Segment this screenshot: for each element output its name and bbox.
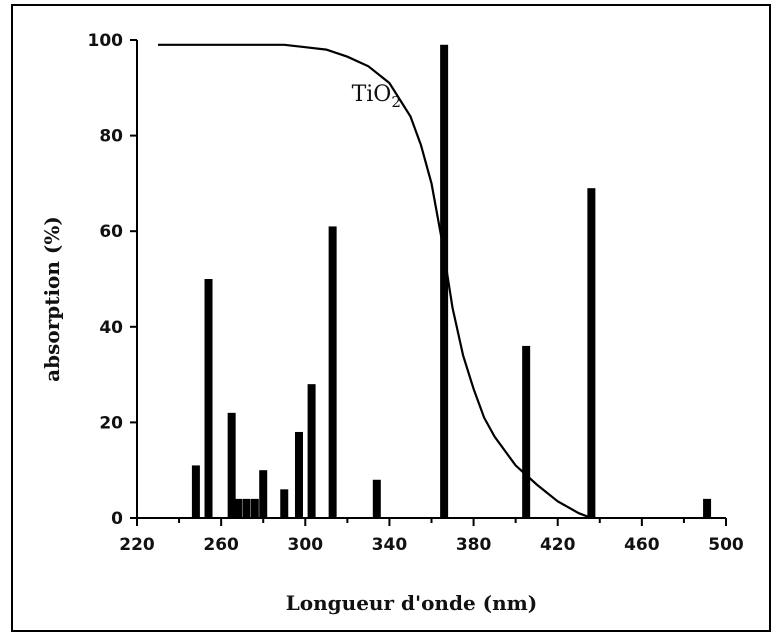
bar [307, 384, 316, 518]
y-tick-label: 80 [99, 127, 123, 147]
x-tick-label: 300 [288, 535, 324, 555]
curve-label: TiO2 [352, 82, 401, 111]
bar [280, 489, 289, 518]
y-tick-label: 0 [111, 509, 123, 529]
x-tick-label: 220 [119, 535, 155, 555]
axes [136, 40, 726, 519]
y-tick-label: 60 [99, 222, 123, 242]
x-tick-label: 460 [624, 535, 660, 555]
bars [191, 44, 712, 519]
bar [294, 431, 303, 518]
bar [250, 498, 259, 518]
ticks: 0 20 40 60 80 100 220 260 300 340 380 420 460 500 [88, 31, 744, 555]
curve-label-subscript: 2 [391, 93, 401, 111]
bar [440, 44, 449, 518]
bar [328, 226, 337, 519]
y-tick-label: 40 [99, 318, 123, 338]
bar [372, 479, 381, 518]
curve-label-main: TiO [352, 82, 392, 107]
bar [227, 412, 236, 518]
bar [242, 498, 251, 518]
x-axis-title: Longueur d'onde (nm) [286, 591, 538, 615]
x-tick-label: 380 [456, 535, 492, 555]
x-tick-label: 500 [708, 535, 744, 555]
bar [204, 279, 213, 518]
bar [703, 498, 712, 518]
tio2-absorption-curve [158, 43, 592, 520]
y-tick-label: 100 [88, 31, 124, 51]
bar [259, 470, 268, 518]
bar [233, 498, 242, 518]
absorption-chart: 0 20 40 60 80 100 220 260 300 340 380 420 460 500 TiO… [40, 31, 744, 615]
bar [522, 345, 531, 518]
y-tick-label: 20 [99, 413, 123, 433]
y-axis-title: absorption (%) [40, 216, 64, 382]
x-tick-label: 260 [203, 535, 239, 555]
x-tick-label: 420 [540, 535, 576, 555]
x-tick-label: 340 [372, 535, 408, 555]
bar [587, 188, 596, 518]
chart-frame: 0 20 40 60 80 100 220 260 300 340 380 420 460 500 TiO… [11, 4, 771, 632]
bar [191, 465, 200, 518]
